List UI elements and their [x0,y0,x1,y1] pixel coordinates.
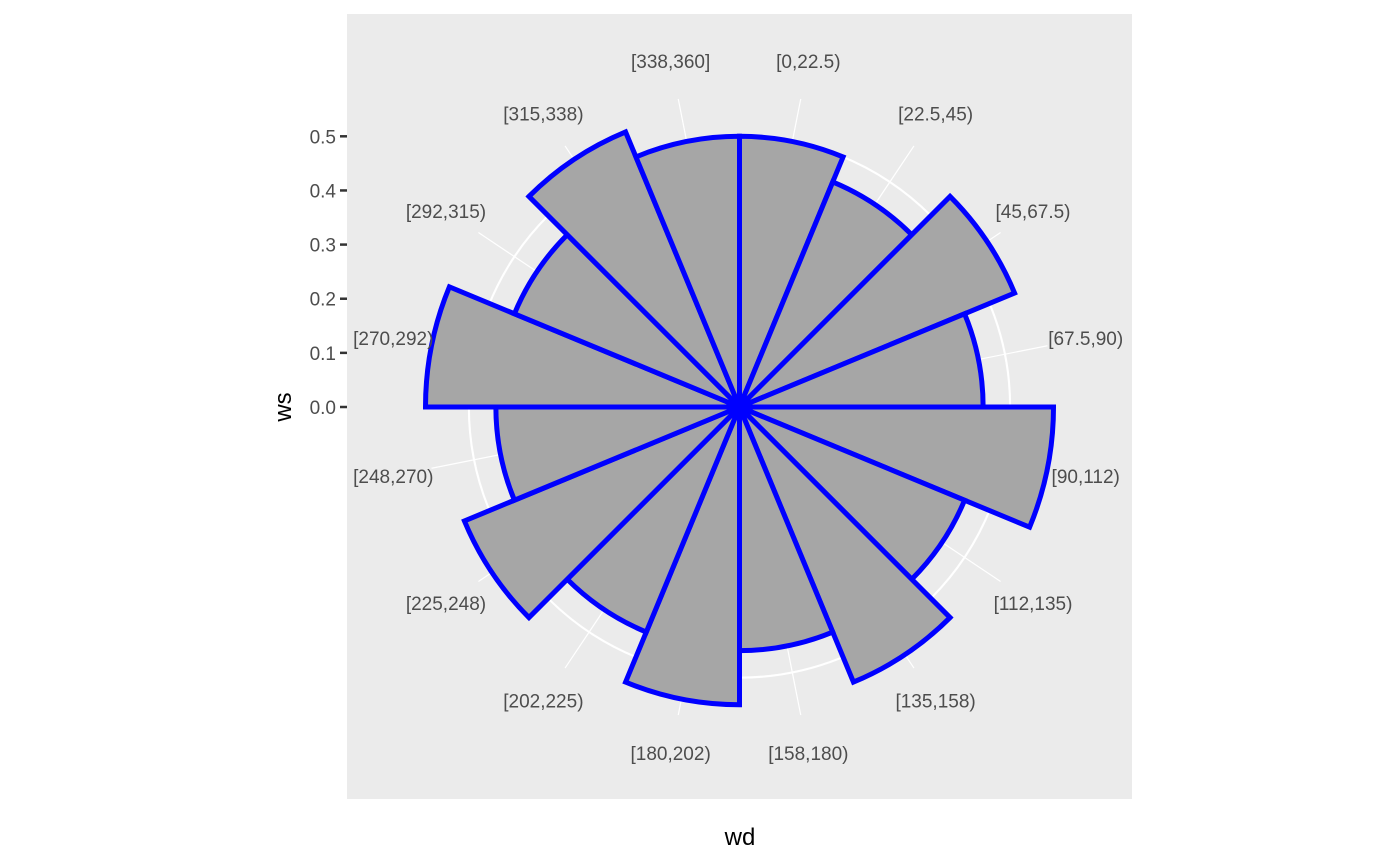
angular-tick-label: [202,225) [503,692,583,713]
y-tick-label: 0.4 [310,181,337,202]
angular-tick-label: [135,158) [895,692,975,713]
y-axis-title: ws [270,392,297,422]
y-tick-label: 0.1 [310,344,336,365]
bar-wedge [632,133,742,408]
angular-tick-label: [315,338) [503,104,583,125]
angular-tick-label: [158,180) [768,744,848,765]
angular-tick-labels: [0,22.5) [22.5,45) [45,67.5) [67.5,90) [90,1… [353,52,1123,765]
bar-wedge [737,405,954,686]
angular-tick-label: [67.5,90) [1048,329,1123,350]
angular-tick-label: [22.5,45) [898,104,973,125]
bar-wedge [525,128,742,409]
bar-wedge [461,404,742,622]
angular-tick-label: [90,112) [1052,467,1120,488]
y-tick-label: 0.2 [310,290,336,311]
y-tick-label: 0.3 [310,236,336,257]
angular-tick-label: [338,360] [631,52,710,73]
y-tick-label: 0.0 [310,398,336,419]
bar-wedge [737,192,1018,410]
angular-tick-label: [225,248) [406,594,486,615]
y-tick-label: 0.5 [310,127,336,148]
y-axis: 0.0 0.1 0.2 0.3 0.4 0.5 [310,127,347,419]
angular-tick-label: [112,135) [994,594,1073,615]
x-axis-title: wd [724,824,756,851]
angular-tick-label: [45,67.5) [996,202,1071,223]
angular-tick-label: [292,315) [406,202,486,223]
angular-tick-label: [270,292) [353,329,433,350]
angular-tick-label: [0,22.5) [776,52,840,73]
angular-tick-label: [180,202) [630,744,710,765]
bars-layer [422,128,1057,708]
angular-tick-label: [248,270) [353,467,433,488]
